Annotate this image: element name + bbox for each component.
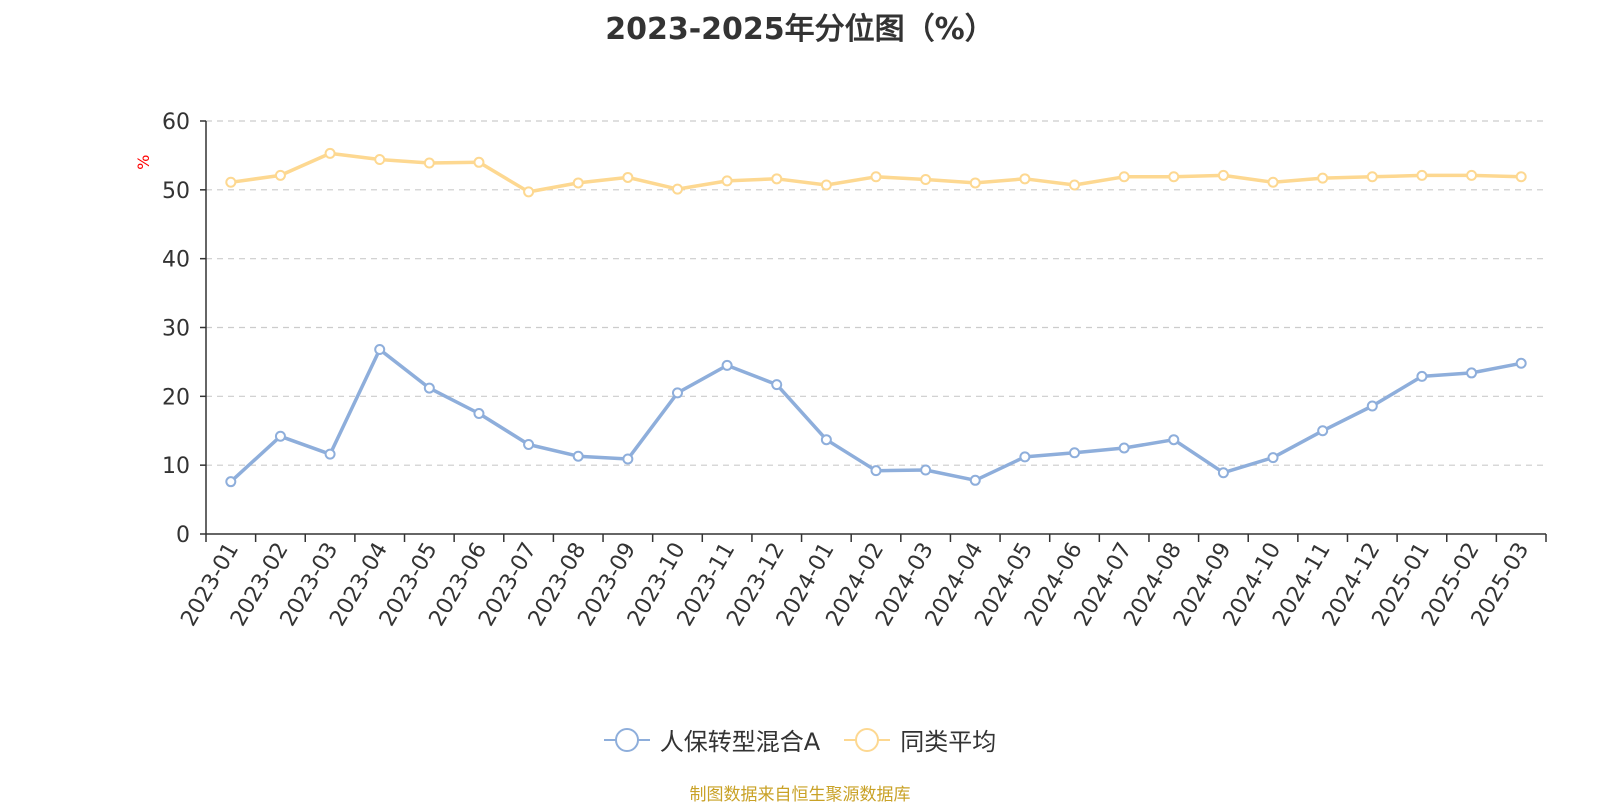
data-point: [1466, 169, 1478, 181]
data-point: [1515, 171, 1527, 183]
y-tick-label: 0: [176, 523, 190, 548]
data-point: [572, 450, 584, 462]
series-line-1: [229, 347, 1523, 484]
data-point: [423, 382, 435, 394]
data-point: [1267, 176, 1279, 188]
data-point: [771, 173, 783, 185]
data-point: [1069, 447, 1081, 459]
data-point: [572, 177, 584, 189]
data-point: [1416, 370, 1428, 382]
data-point: [1416, 169, 1428, 181]
data-point: [225, 476, 237, 488]
data-point: [920, 464, 932, 476]
data-point: [1069, 179, 1081, 191]
axis-labels: 0102030405060%2023-012023-022023-032023-…: [134, 110, 1534, 631]
data-point: [1217, 467, 1229, 479]
data-point: [1317, 172, 1329, 184]
y-axis-label: %: [134, 155, 153, 170]
data-point: [721, 359, 733, 371]
y-tick-label: 10: [162, 454, 190, 479]
data-point: [1118, 171, 1130, 183]
data-point: [771, 379, 783, 391]
data-point: [523, 186, 535, 198]
axes: [200, 120, 1547, 542]
data-point: [374, 344, 386, 356]
data-point: [1168, 171, 1180, 183]
source-note: 制图数据来自恒生聚源数据库: [689, 785, 911, 805]
data-point: [622, 453, 634, 465]
data-point: [820, 179, 832, 191]
data-point: [1019, 451, 1031, 463]
data-point: [473, 408, 485, 420]
data-point: [1366, 171, 1378, 183]
data-point: [324, 147, 336, 159]
y-tick-label: 20: [162, 385, 190, 410]
legend-swatch: [844, 727, 891, 753]
data-point: [374, 154, 386, 166]
data-point: [1515, 357, 1527, 369]
data-point: [721, 175, 733, 187]
legend-swatch: [603, 727, 650, 753]
legend-item-1[interactable]: 人保转型混合A: [603, 722, 821, 757]
data-point: [671, 183, 683, 195]
series-lines: [225, 147, 1527, 488]
data-point: [820, 434, 832, 446]
y-tick-label: 60: [162, 110, 190, 135]
data-point: [920, 174, 932, 186]
data-point: [1168, 434, 1180, 446]
y-tick-label: 40: [162, 248, 190, 273]
data-point: [225, 176, 237, 188]
legend: 人保转型混合A 同类平均: [0, 722, 1600, 757]
data-point: [1217, 169, 1229, 181]
legend-label: 同类平均: [900, 728, 997, 756]
data-point: [969, 474, 981, 486]
data-point: [423, 157, 435, 169]
data-point: [324, 448, 336, 460]
data-point: [473, 156, 485, 168]
y-tick-label: 30: [162, 317, 190, 342]
data-point: [870, 171, 882, 183]
data-point: [1466, 367, 1478, 379]
data-point: [1267, 452, 1279, 464]
data-point: [1366, 400, 1378, 412]
data-point: [622, 171, 634, 183]
grid-lines: [206, 120, 1546, 466]
data-point: [274, 169, 286, 181]
legend-item-2[interactable]: 同类平均: [844, 722, 996, 757]
data-point: [1019, 173, 1031, 185]
data-point: [671, 387, 683, 399]
data-point: [969, 177, 981, 189]
data-point: [274, 430, 286, 442]
data-point: [1317, 425, 1329, 437]
data-point: [523, 439, 535, 451]
y-tick-label: 50: [162, 179, 190, 204]
legend-label: 人保转型混合A: [659, 728, 821, 756]
data-point: [870, 465, 882, 477]
chart-title: 2023-2025年分位图（%）: [605, 12, 995, 47]
data-point: [1118, 442, 1130, 454]
